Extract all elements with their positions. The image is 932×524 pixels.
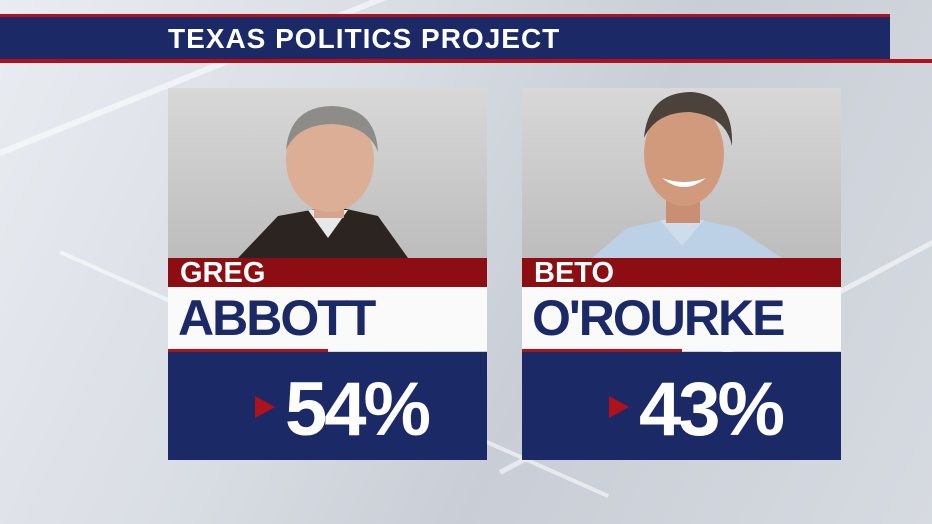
first-name: BETO	[534, 257, 615, 289]
title-underline	[0, 59, 932, 63]
first-name-band: GREG	[168, 257, 487, 289]
last-name: ABBOTT	[178, 290, 376, 346]
candidate-photo	[168, 88, 487, 258]
percent-band: 43%	[522, 352, 841, 460]
first-name-band: BETO	[522, 257, 841, 289]
first-name: GREG	[180, 257, 266, 289]
last-name: O'ROURKE	[532, 290, 785, 346]
candidate-photo	[522, 88, 841, 258]
play-arrow-icon	[255, 396, 275, 418]
candidate-card-orourke: BETO O'ROURKE 43%	[522, 88, 841, 460]
page-title: TEXAS POLITICS PROJECT	[168, 23, 561, 54]
title-bar: TEXAS POLITICS PROJECT	[0, 14, 890, 61]
poll-percent: 43%	[639, 367, 785, 452]
candidate-card-abbott: GREG ABBOTT 54%	[168, 88, 487, 460]
candidate-portrait-icon	[238, 106, 408, 258]
last-name-band: O'ROURKE	[522, 287, 841, 351]
poll-percent: 54%	[285, 367, 431, 452]
candidate-portrait-icon	[592, 92, 782, 258]
play-arrow-icon	[609, 396, 629, 418]
accent-line	[522, 349, 682, 352]
last-name-band: ABBOTT	[168, 287, 487, 351]
accent-line	[168, 349, 328, 352]
percent-band: 54%	[168, 352, 487, 460]
